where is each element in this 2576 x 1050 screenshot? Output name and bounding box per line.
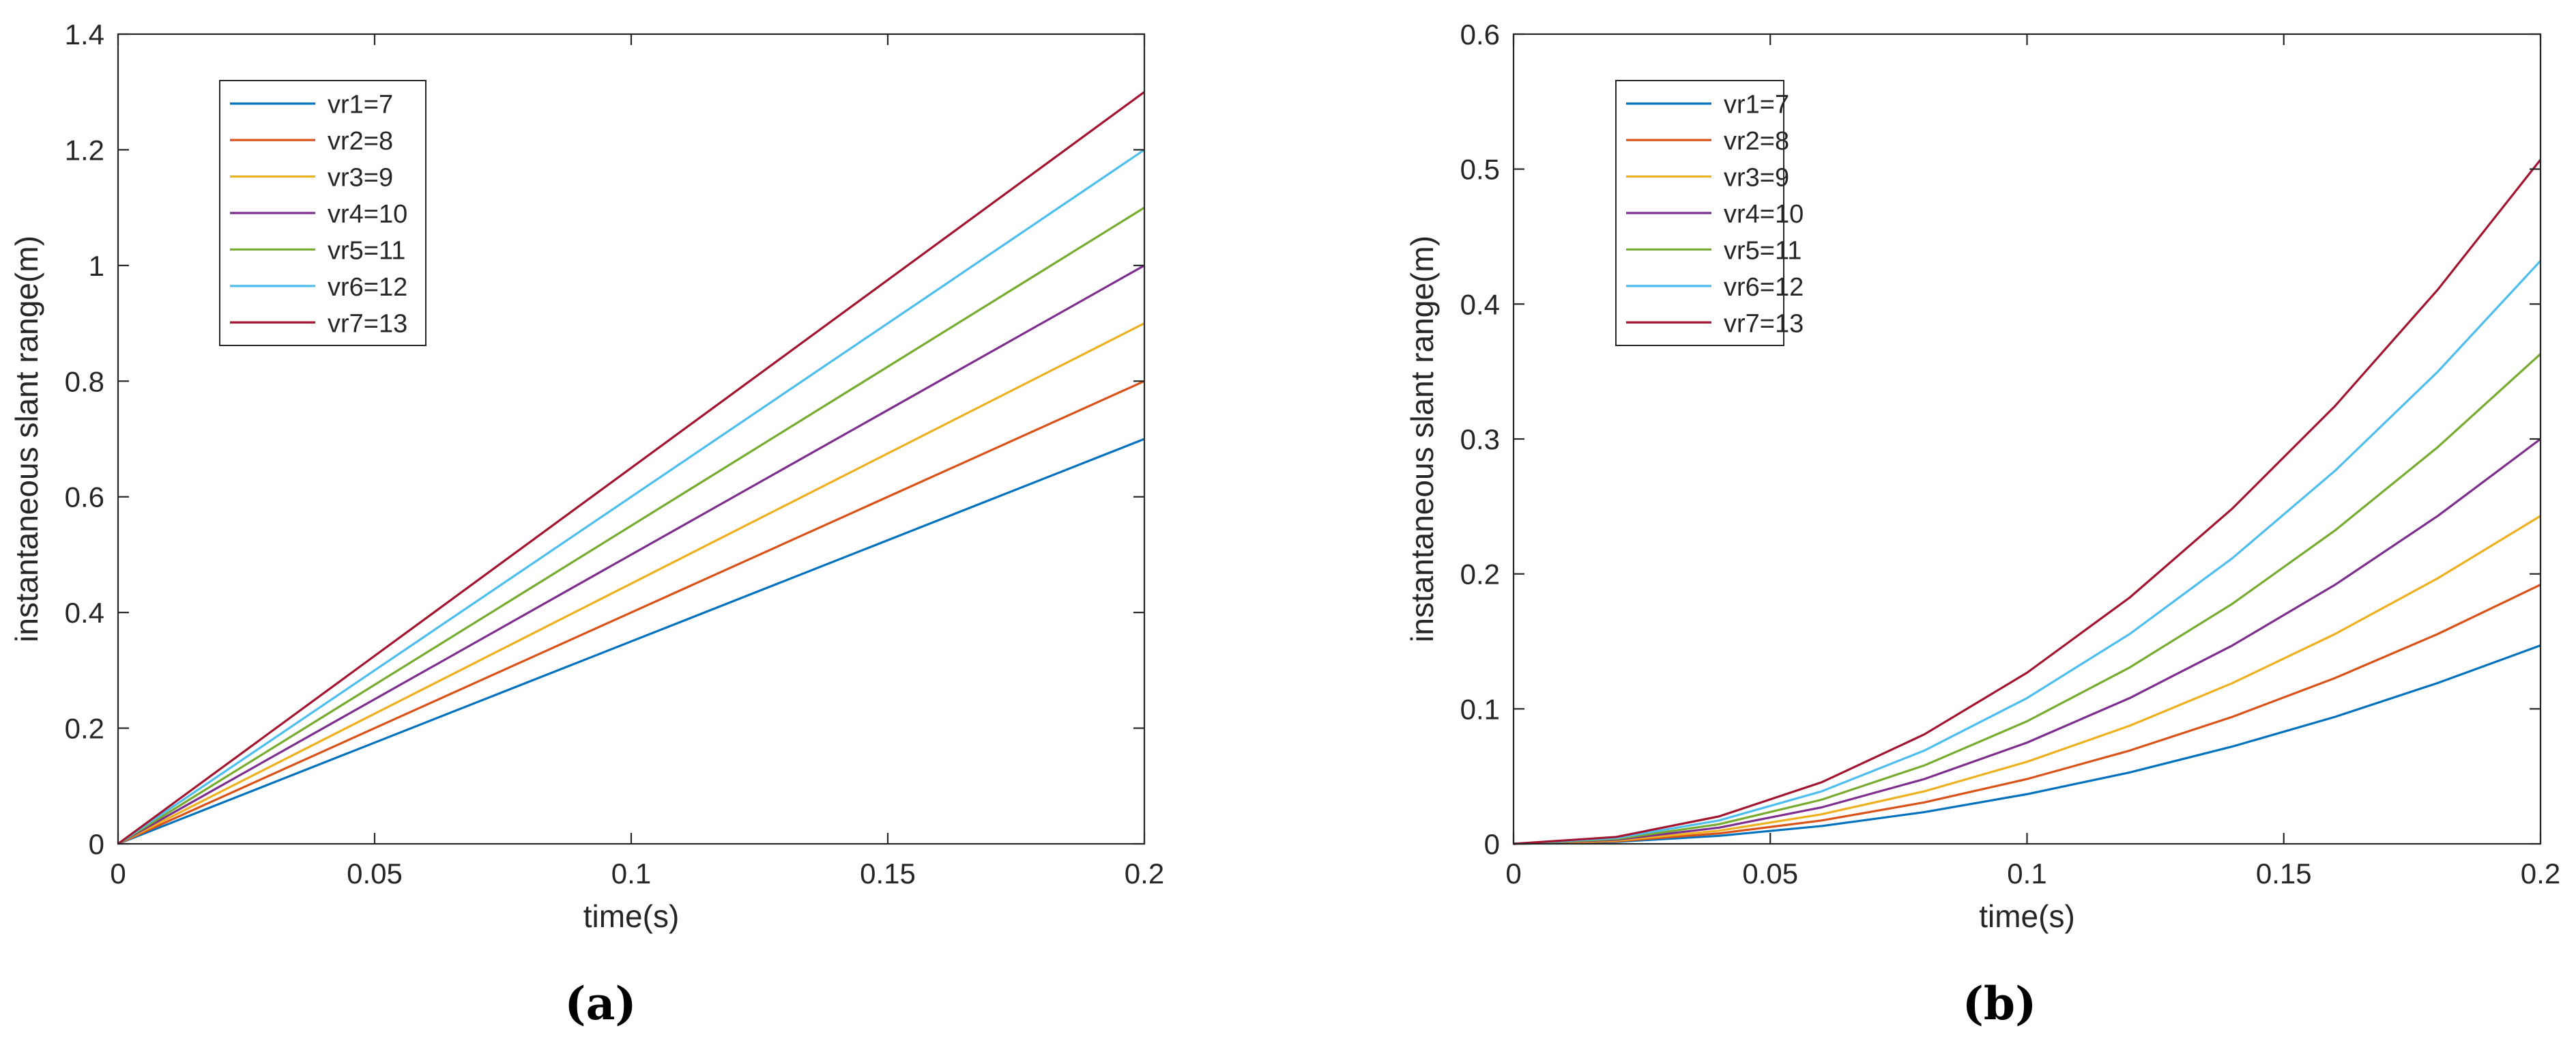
x-tick-label: 0 xyxy=(1505,857,1521,890)
chart-panel-1: 0 0.05 0.1 0.15 0.2 0 0.2 0.4 0.6 0.8 1 1.2 1.4 time(… xyxy=(9,18,1164,1030)
x-axis-label: time(s) xyxy=(583,898,680,934)
legend-label-vr3=9: vr3=9 xyxy=(328,164,393,193)
x-tick-label: 0.05 xyxy=(347,857,403,890)
series-line-vr5=11 xyxy=(1513,353,2542,845)
x-tick-label: 0.2 xyxy=(1125,857,1164,890)
y-tick-label: 0.4 xyxy=(1460,288,1500,320)
y-axis-label: instantaneous slant range(m) xyxy=(9,236,44,642)
y-axis-label: instantaneous slant range(m) xyxy=(1404,236,1440,642)
legend: vr1=7 vr2=8 vr3=9 vr4=10 vr5=11 vr6=12 vr7=13 xyxy=(219,80,426,346)
y-tick-label: 1.2 xyxy=(65,134,104,166)
y-tick-label: 1.4 xyxy=(65,18,104,51)
legend-label-vr4=10: vr4=10 xyxy=(328,200,407,229)
series-line-vr1=7 xyxy=(1513,644,2541,845)
legend-label-vr7=13: vr7=13 xyxy=(1724,309,1804,338)
y-tick-label: 0 xyxy=(1484,828,1500,860)
legend-label-vr4=10: vr4=10 xyxy=(1724,200,1804,229)
legend-label-vr5=11: vr5=11 xyxy=(328,236,405,265)
y-tick-label: 0.1 xyxy=(1460,693,1500,725)
y-tick-label: 1 xyxy=(89,250,104,282)
legend-label-vr5=11: vr5=11 xyxy=(1724,236,1801,265)
legend-label-vr7=13: vr7=13 xyxy=(328,309,407,338)
x-tick-label: 0.15 xyxy=(2256,857,2312,890)
legend-label-vr6=12: vr6=12 xyxy=(328,273,407,302)
y-tick-label: 0.8 xyxy=(65,365,104,397)
chart-panel-2: 0 0.05 0.1 0.15 0.2 0 0.1 0.2 0.3 0.4 0.5 0.6 time(s… xyxy=(1404,18,2560,1030)
series-line-vr6=12 xyxy=(117,149,1145,845)
series-line-vr2=8 xyxy=(1513,584,2541,845)
x-tick-label: 0.2 xyxy=(2521,857,2560,890)
series-line-vr3=9 xyxy=(1513,515,2541,845)
series-line-vr2=8 xyxy=(117,380,1145,845)
y-tick-label: 0.3 xyxy=(1460,423,1500,455)
panel-caption: (a) xyxy=(564,977,636,1030)
legend-label-vr1=7: vr1=7 xyxy=(1724,91,1789,119)
legend-label-vr3=9: vr3=9 xyxy=(1724,164,1789,193)
x-tick-label: 0.15 xyxy=(860,857,916,890)
y-tick-label: 0.2 xyxy=(65,713,104,745)
y-tick-label: 0.6 xyxy=(65,481,104,513)
series-line-vr7=13 xyxy=(117,91,1145,845)
legend-label-vr1=7: vr1=7 xyxy=(328,91,393,119)
series-line-vr1=7 xyxy=(117,438,1145,845)
series-line-vr5=11 xyxy=(117,206,1145,845)
y-tick-label: 0.6 xyxy=(1460,18,1500,51)
y-tick-label: 0.5 xyxy=(1460,154,1500,186)
x-tick-label: 0.05 xyxy=(1742,857,1798,890)
legend-label-vr2=8: vr2=8 xyxy=(328,127,393,156)
x-tick-label: 0.1 xyxy=(611,857,651,890)
x-axis-label: time(s) xyxy=(1979,898,2075,934)
y-tick-label: 0.4 xyxy=(65,597,104,629)
legend-label-vr2=8: vr2=8 xyxy=(1724,127,1789,156)
x-tick-label: 0.1 xyxy=(2007,857,2046,890)
series-line-vr3=9 xyxy=(117,322,1145,845)
series-line-vr4=10 xyxy=(1513,438,2541,845)
x-tick-label: 0 xyxy=(110,857,126,890)
series-line-vr7=13 xyxy=(1513,158,2542,845)
y-tick-label: 0 xyxy=(89,828,104,860)
legend-label-vr6=12: vr6=12 xyxy=(1724,273,1804,302)
panel-caption: (b) xyxy=(1963,977,2037,1030)
y-tick-label: 0.2 xyxy=(1460,558,1500,591)
legend: vr1=7 vr2=8 vr3=9 vr4=10 vr5=11 vr6=12 vr7=13 xyxy=(1615,80,1804,346)
series-line-vr4=10 xyxy=(117,264,1145,845)
series-line-vr6=12 xyxy=(1513,259,2542,845)
